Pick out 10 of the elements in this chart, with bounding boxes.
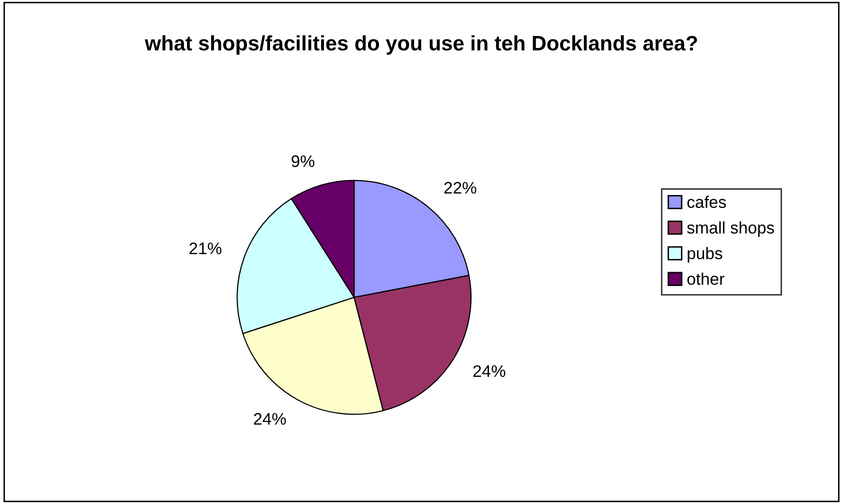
data-label: 24% [254, 412, 286, 425]
legend-label: cafes [687, 196, 726, 208]
legend-label: small shops [687, 221, 774, 237]
legend-label: pubs [688, 247, 722, 263]
data-label: 21% [190, 242, 222, 254]
legend-label: other [687, 272, 724, 285]
chart-title: what shops/facilities do you use in teh Docklands area? [144, 35, 698, 55]
data-label: 22% [444, 182, 476, 194]
data-label: 9% [292, 155, 314, 168]
data-label: 24% [473, 365, 506, 377]
